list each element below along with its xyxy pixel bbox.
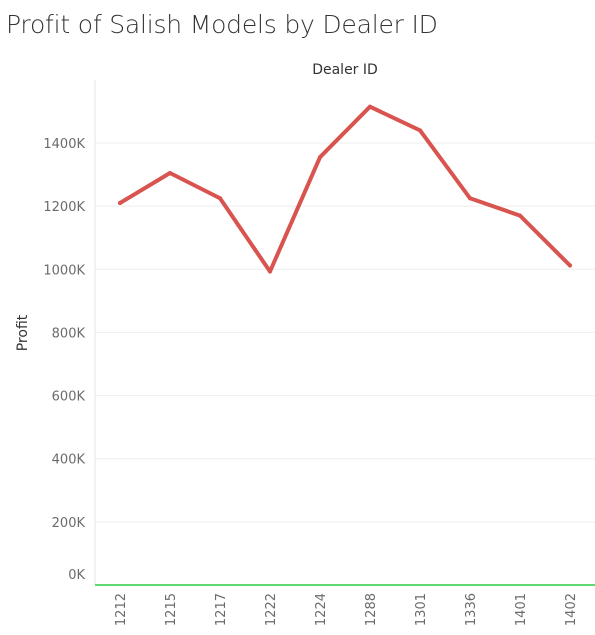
y-tick-label: 1400K xyxy=(43,137,85,152)
y-tick-label: 1200K xyxy=(43,200,85,215)
data-point xyxy=(368,104,372,109)
data-point xyxy=(218,196,222,201)
y-tick-label: 400K xyxy=(52,453,86,468)
x-tick-label: 1215 xyxy=(164,593,179,626)
data-point xyxy=(468,196,472,201)
x-tick-label: 1336 xyxy=(464,593,479,626)
x-tick-label: 1217 xyxy=(214,593,229,626)
y-tick-label: 1000K xyxy=(43,263,85,278)
x-tick-label: 1288 xyxy=(364,593,379,626)
data-point xyxy=(418,128,422,133)
x-tick-label: 1212 xyxy=(114,593,129,626)
series-line xyxy=(118,104,572,274)
top-axis-title: Dealer ID xyxy=(312,62,378,78)
y-tick-label: 200K xyxy=(52,516,86,531)
y-tick-label: 0K xyxy=(68,568,85,583)
chart-title: Profit of Salish Models by Dealer ID xyxy=(6,10,438,39)
y-axis-ticks: 0K 200K 400K 600K 800K 1000K 1200K 1400K xyxy=(43,137,85,583)
x-tick-label: 1222 xyxy=(264,593,279,626)
x-tick-label: 1224 xyxy=(314,593,329,626)
y-tick-label: 800K xyxy=(52,326,86,341)
data-points xyxy=(118,104,572,274)
data-point xyxy=(568,263,572,268)
data-point xyxy=(518,213,522,218)
data-point xyxy=(268,269,272,274)
x-tick-label: 1402 xyxy=(564,593,579,626)
x-axis-ticks: 1212 1215 1217 1222 1224 1288 1301 1336 1401 1402 xyxy=(114,593,579,626)
x-tick-label: 1401 xyxy=(514,593,529,626)
y-tick-label: 600K xyxy=(52,390,86,405)
data-point xyxy=(168,170,172,175)
x-tick-label: 1301 xyxy=(414,593,429,626)
data-point xyxy=(318,155,322,160)
y-axis-title: Profit xyxy=(15,314,31,351)
data-point xyxy=(118,200,122,205)
grid-lines xyxy=(95,142,595,523)
